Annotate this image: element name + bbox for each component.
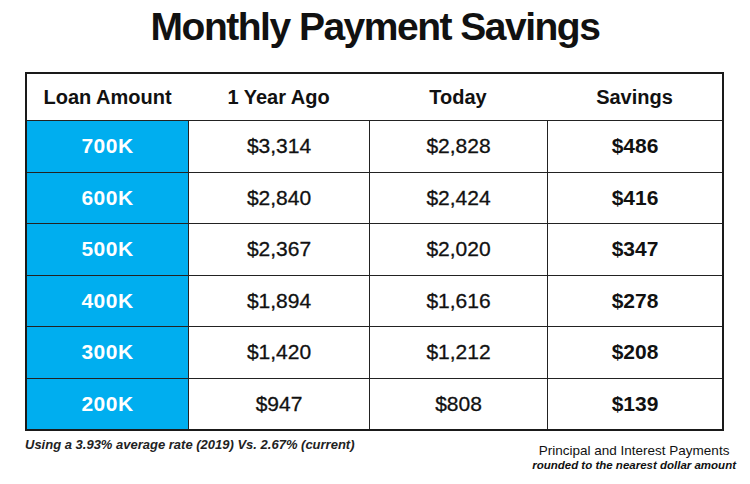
column-header-savings: Savings: [547, 74, 722, 120]
payment-1yr-400k: $1,894: [188, 275, 369, 327]
savings-300k: $208: [547, 326, 722, 378]
loan-amount-700k: 700K: [27, 120, 188, 172]
loan-amount-500k: 500K: [27, 223, 188, 275]
column-header-1-year-ago: 1 Year Ago: [188, 74, 369, 120]
payment-today-200k: $808: [369, 378, 547, 430]
column-header-loan-amount: Loan Amount: [27, 74, 188, 120]
payments-footnote-line1: Principal and Interest Payments: [532, 443, 736, 458]
payment-1yr-300k: $1,420: [188, 326, 369, 378]
loan-amount-400k: 400K: [27, 275, 188, 327]
payments-table: Loan Amount 1 Year Ago Today Savings 700…: [25, 72, 724, 431]
payment-today-400k: $1,616: [369, 275, 547, 327]
payment-1yr-500k: $2,367: [188, 223, 369, 275]
savings-500k: $347: [547, 223, 722, 275]
payment-today-700k: $2,828: [369, 120, 547, 172]
savings-200k: $139: [547, 378, 722, 430]
loan-amount-300k: 300K: [27, 326, 188, 378]
payment-today-300k: $1,212: [369, 326, 547, 378]
savings-600k: $416: [547, 172, 722, 224]
payment-today-500k: $2,020: [369, 223, 547, 275]
loan-amount-600k: 600K: [27, 172, 188, 224]
payment-1yr-700k: $3,314: [188, 120, 369, 172]
savings-400k: $278: [547, 275, 722, 327]
page-title: Monthly Payment Savings: [0, 5, 750, 49]
payments-footnote-line2: rounded to the nearest dollar amount: [532, 459, 736, 471]
payments-footnote: Principal and Interest Payments rounded …: [532, 443, 736, 471]
column-header-today: Today: [369, 74, 547, 120]
savings-700k: $486: [547, 120, 722, 172]
loan-amount-200k: 200K: [27, 378, 188, 430]
payment-1yr-600k: $2,840: [188, 172, 369, 224]
payment-today-600k: $2,424: [369, 172, 547, 224]
payment-1yr-200k: $947: [188, 378, 369, 430]
rate-footnote: Using a 3.93% average rate (2019) Vs. 2.…: [25, 437, 355, 452]
